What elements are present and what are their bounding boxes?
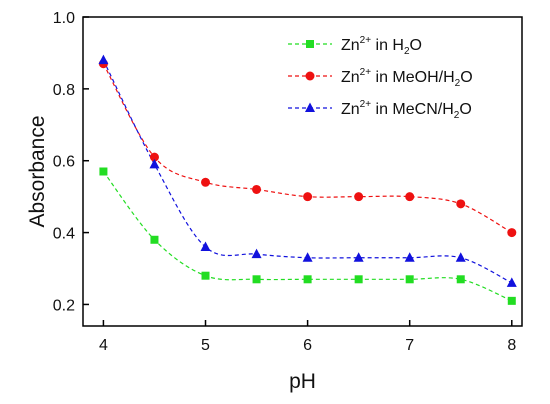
legend: Zn2+ in H2O Zn2+ in MeOH/H2O Zn2+ in MeCN/… (288, 35, 473, 121)
data-point-mecn (353, 252, 364, 262)
x-tick-label: 5 (201, 337, 210, 354)
data-point-water (405, 275, 414, 284)
series-curves (102, 59, 513, 302)
data-point-mecn (200, 241, 211, 251)
y-tick-label: 1.0 (53, 10, 75, 27)
series-line-meoh (102, 63, 513, 234)
legend-marker-water (306, 40, 314, 48)
data-point-mecn (149, 158, 160, 169)
data-point-mecn (455, 252, 466, 262)
data-point-meoh (252, 184, 262, 194)
data-point-meoh (354, 192, 364, 202)
series-line-water (102, 171, 513, 302)
data-point-water (201, 271, 210, 280)
data-point-water (507, 296, 516, 305)
legend-label-water: Zn2+ in H2O (341, 35, 422, 57)
y-tick-label: 0.8 (53, 82, 75, 99)
data-point-meoh (507, 228, 517, 238)
data-point-water (150, 235, 159, 244)
x-tick-label: 6 (303, 337, 312, 354)
x-tick-label: 8 (507, 337, 516, 354)
legend-marker-meoh (305, 71, 315, 81)
plot-frame (82, 16, 523, 327)
y-tick-label: 0.6 (53, 154, 75, 171)
x-tick-label: 7 (405, 337, 414, 354)
data-point-mecn (251, 248, 262, 259)
x-tick-label: 4 (99, 337, 108, 354)
axis-tick-labels: 4 5 6 7 8 0.2 0.4 0.6 0.8 1.0 (53, 10, 517, 354)
data-point-water (354, 275, 363, 284)
legend-label-meoh: Zn2+ in MeOH/H2O (341, 67, 473, 89)
y-tick-label: 0.2 (53, 297, 75, 314)
legend-marker-mecn (305, 102, 315, 112)
data-point-meoh (405, 192, 415, 202)
data-point-water (252, 275, 261, 284)
data-point-meoh (149, 152, 159, 162)
data-point-water (303, 275, 312, 284)
data-point-meoh (303, 192, 313, 202)
data-point-mecn (506, 277, 517, 287)
data-point-mecn (404, 252, 415, 262)
axis-ticks (83, 16, 513, 326)
x-axis-title: pH (289, 370, 316, 393)
y-tick-label: 0.4 (53, 226, 75, 243)
y-axis-title: Absorbance (26, 115, 49, 227)
series-line-mecn (102, 59, 513, 284)
data-point-mecn (98, 54, 109, 65)
data-point-water (456, 275, 465, 284)
data-point-meoh (456, 199, 466, 209)
data-point-mecn (302, 252, 313, 262)
series-markers (98, 54, 517, 305)
data-point-meoh (201, 177, 211, 187)
legend-label-mecn: Zn2+ in MeCN/H2O (341, 99, 472, 121)
data-point-water (99, 167, 108, 176)
